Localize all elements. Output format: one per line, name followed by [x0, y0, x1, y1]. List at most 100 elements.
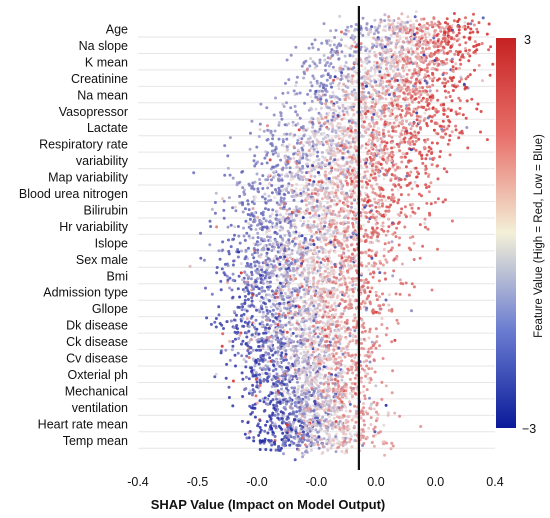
shap-point [406, 171, 409, 175]
shap-point [220, 267, 224, 271]
shap-point [383, 45, 387, 49]
shap-point [405, 110, 409, 114]
shap-point [429, 38, 433, 42]
shap-point [306, 197, 309, 201]
shap-point [387, 205, 391, 209]
shap-point [310, 202, 314, 205]
shap-point [342, 90, 346, 93]
shap-point [404, 215, 408, 219]
shap-point [226, 225, 230, 229]
shap-point [321, 155, 325, 159]
shap-point [368, 301, 372, 305]
shap-point [377, 92, 380, 96]
shap-point [423, 168, 427, 172]
shap-point [276, 209, 279, 213]
shap-point [344, 90, 348, 94]
shap-point [353, 185, 357, 189]
shap-point [346, 216, 350, 220]
shap-point [414, 10, 418, 14]
shap-point [473, 40, 477, 44]
shap-point [394, 78, 398, 82]
shap-point [331, 81, 335, 85]
shap-point [371, 128, 375, 132]
shap-point [359, 76, 363, 80]
shap-point [309, 320, 313, 324]
shap-point [284, 81, 287, 85]
shap-point [268, 219, 272, 223]
shap-point [469, 22, 473, 26]
shap-point [326, 267, 330, 271]
scatter-points [188, 10, 495, 462]
shap-point [281, 264, 285, 268]
shap-point [295, 268, 299, 272]
shap-point [292, 267, 295, 271]
shap-point [464, 77, 468, 81]
shap-point [291, 124, 295, 127]
shap-point [283, 174, 287, 178]
shap-point [261, 174, 265, 178]
shap-point [315, 225, 318, 229]
shap-point [223, 173, 227, 177]
shap-point [278, 249, 282, 253]
shap-point [405, 89, 409, 93]
shap-point [455, 34, 459, 38]
shap-point [287, 191, 290, 195]
shap-point [393, 50, 397, 54]
shap-point [336, 151, 340, 155]
shap-point [327, 39, 331, 43]
shap-point [375, 111, 379, 115]
shap-point [243, 207, 247, 211]
shap-point [319, 219, 323, 223]
shap-point [416, 91, 420, 95]
shap-point [374, 161, 378, 165]
shap-point [226, 278, 230, 282]
shap-point [364, 95, 367, 99]
shap-point [462, 82, 466, 86]
shap-point [330, 304, 334, 308]
shap-point [276, 173, 280, 177]
shap-point [385, 141, 389, 145]
shap-point [298, 116, 302, 120]
shap-point [341, 109, 345, 113]
shap-point [417, 36, 421, 39]
shap-point [424, 225, 427, 229]
shap-point [373, 67, 377, 71]
shap-point [442, 167, 446, 171]
shap-point [368, 106, 371, 110]
shap-point [419, 115, 423, 119]
shap-point [374, 201, 378, 204]
shap-point [399, 59, 403, 63]
shap-point [436, 197, 440, 201]
shap-point [217, 305, 221, 309]
shap-point [290, 189, 294, 192]
shap-point [457, 17, 461, 21]
shap-point [424, 47, 428, 51]
shap-point [282, 202, 286, 206]
shap-point [431, 96, 435, 100]
shap-point [446, 115, 449, 119]
shap-point [346, 150, 350, 154]
shap-point [425, 153, 429, 157]
shap-point [436, 98, 440, 102]
shap-point [394, 130, 398, 133]
shap-point [265, 225, 269, 229]
shap-point [282, 105, 286, 108]
shap-point [381, 221, 385, 225]
shap-point [330, 136, 334, 140]
shap-point [424, 157, 428, 161]
shap-point [425, 21, 429, 25]
shap-point [293, 222, 297, 226]
shap-point [332, 315, 336, 319]
shap-point [336, 241, 340, 245]
shap-point [386, 229, 390, 233]
shap-point [270, 249, 274, 253]
shap-point [373, 70, 377, 74]
shap-point [450, 79, 454, 83]
shap-point [317, 180, 321, 184]
shap-point [271, 152, 275, 156]
shap-point [425, 124, 429, 128]
shap-point [243, 270, 247, 274]
shap-point [325, 274, 329, 278]
shap-point [266, 186, 270, 190]
shap-point [441, 37, 445, 41]
